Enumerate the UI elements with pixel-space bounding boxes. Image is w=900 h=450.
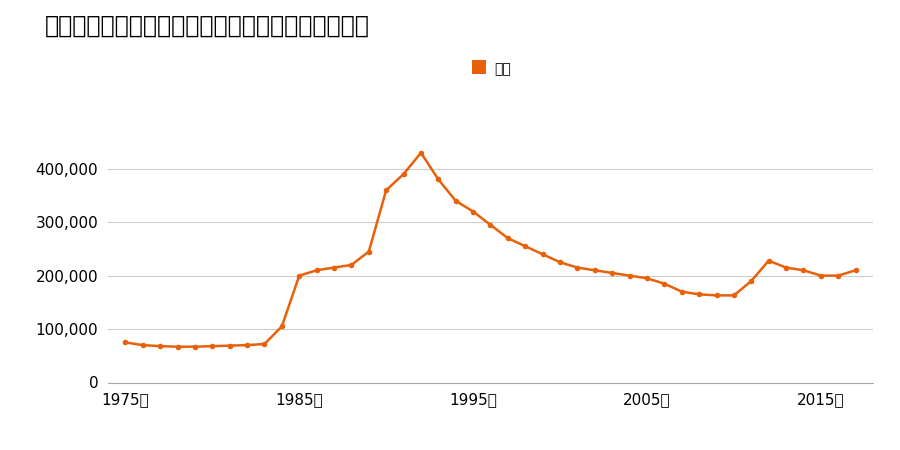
価格 (520, 243, 531, 249)
Legend: 価格: 価格 (471, 61, 510, 76)
価格 (832, 273, 843, 278)
価格 (416, 150, 427, 155)
価格 (172, 344, 183, 349)
価格 (537, 252, 548, 257)
価格 (554, 260, 565, 265)
価格 (259, 341, 270, 346)
価格 (590, 268, 600, 273)
価格 (607, 270, 617, 276)
価格 (642, 275, 652, 281)
価格 (120, 340, 130, 345)
Line: 価格: 価格 (122, 150, 859, 350)
価格 (746, 278, 757, 284)
価格 (798, 268, 809, 273)
価格 (276, 324, 287, 329)
価格 (293, 273, 304, 278)
Text: 愛知県名古屋市北区舟附町１丁目５１番の地価推移: 愛知県名古屋市北区舟附町１丁目５１番の地価推移 (45, 14, 370, 37)
価格 (572, 265, 583, 270)
価格 (676, 289, 687, 294)
価格 (659, 281, 670, 286)
価格 (450, 198, 461, 203)
価格 (311, 268, 322, 273)
価格 (468, 209, 479, 214)
価格 (328, 265, 339, 270)
価格 (728, 292, 739, 298)
価格 (815, 273, 826, 278)
価格 (224, 343, 235, 348)
価格 (242, 342, 253, 348)
価格 (364, 249, 374, 254)
価格 (398, 171, 409, 177)
価格 (694, 292, 705, 297)
価格 (502, 235, 513, 241)
価格 (625, 273, 635, 278)
価格 (780, 265, 791, 270)
価格 (346, 262, 356, 268)
価格 (711, 292, 722, 298)
価格 (155, 343, 166, 349)
価格 (850, 268, 861, 273)
価格 (381, 187, 392, 193)
価格 (207, 343, 218, 349)
価格 (763, 258, 774, 263)
価格 (190, 344, 201, 349)
価格 (485, 222, 496, 228)
価格 (138, 342, 148, 348)
価格 (433, 177, 444, 182)
